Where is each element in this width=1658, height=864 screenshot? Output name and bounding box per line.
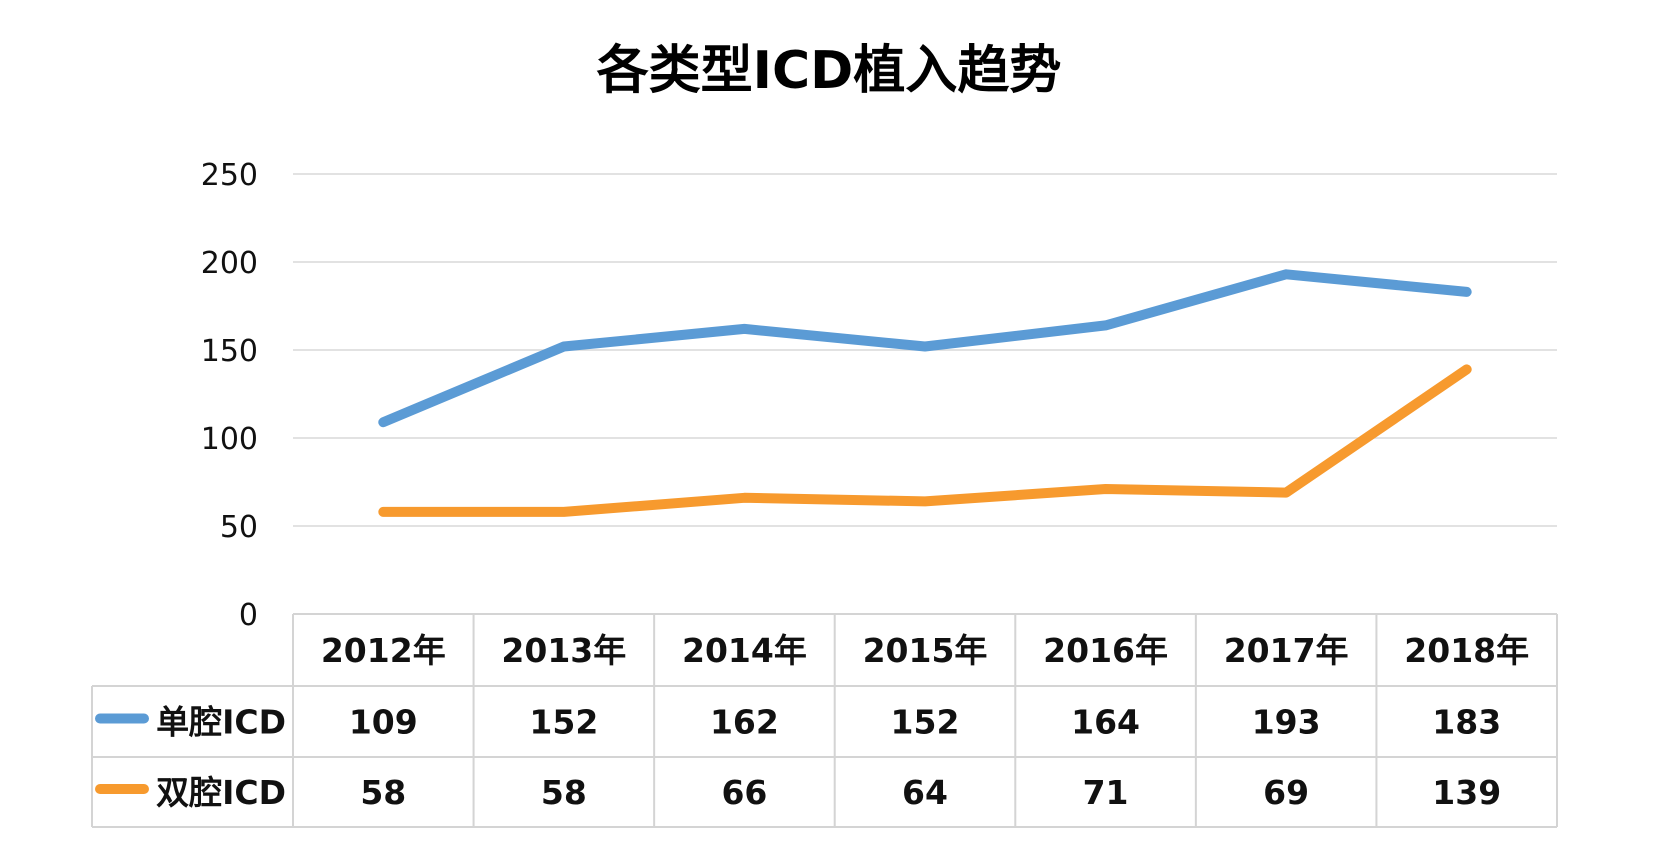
table-value: 109 — [349, 703, 418, 742]
table-value: 58 — [541, 773, 587, 812]
category-label: 2014年 — [682, 631, 807, 670]
category-label: 2013年 — [501, 631, 626, 670]
table-value: 58 — [360, 773, 406, 812]
table-value: 66 — [721, 773, 767, 812]
table-value: 152 — [529, 703, 598, 742]
series-line — [378, 364, 1472, 517]
table-value: 71 — [1083, 773, 1129, 812]
y-tick-label: 250 — [201, 158, 258, 193]
y-tick-label: 100 — [201, 422, 258, 457]
category-label: 2012年 — [321, 631, 446, 670]
table-value: 183 — [1432, 703, 1501, 742]
y-tick-label: 50 — [220, 510, 258, 545]
table-value: 69 — [1263, 773, 1309, 812]
table-value: 152 — [891, 703, 960, 742]
table-value: 64 — [902, 773, 948, 812]
table-value: 139 — [1432, 773, 1501, 812]
y-axis-ticks: 0 50 100 150 200 250 — [201, 158, 258, 633]
series-line — [378, 269, 1472, 428]
category-label: 2017年 — [1224, 631, 1349, 670]
chart-title: 各类型ICD植入趋势 — [596, 41, 1062, 101]
category-label: 2016年 — [1043, 631, 1168, 670]
category-label: 2018年 — [1404, 631, 1529, 670]
table-value: 164 — [1071, 703, 1140, 742]
series-name: 双腔ICD — [156, 773, 286, 812]
y-tick-label: 200 — [201, 246, 258, 281]
y-tick-label: 150 — [201, 334, 258, 369]
table-value: 162 — [710, 703, 779, 742]
table-value: 193 — [1252, 703, 1321, 742]
series-name: 单腔ICD — [156, 703, 286, 742]
y-tick-label: 0 — [239, 598, 258, 633]
category-label: 2015年 — [863, 631, 988, 670]
series-lines — [378, 269, 1472, 517]
data-table: 2012年 2013年 2014年 2015年 2016年 2017年 2018年单腔ICD… — [91, 613, 1558, 828]
